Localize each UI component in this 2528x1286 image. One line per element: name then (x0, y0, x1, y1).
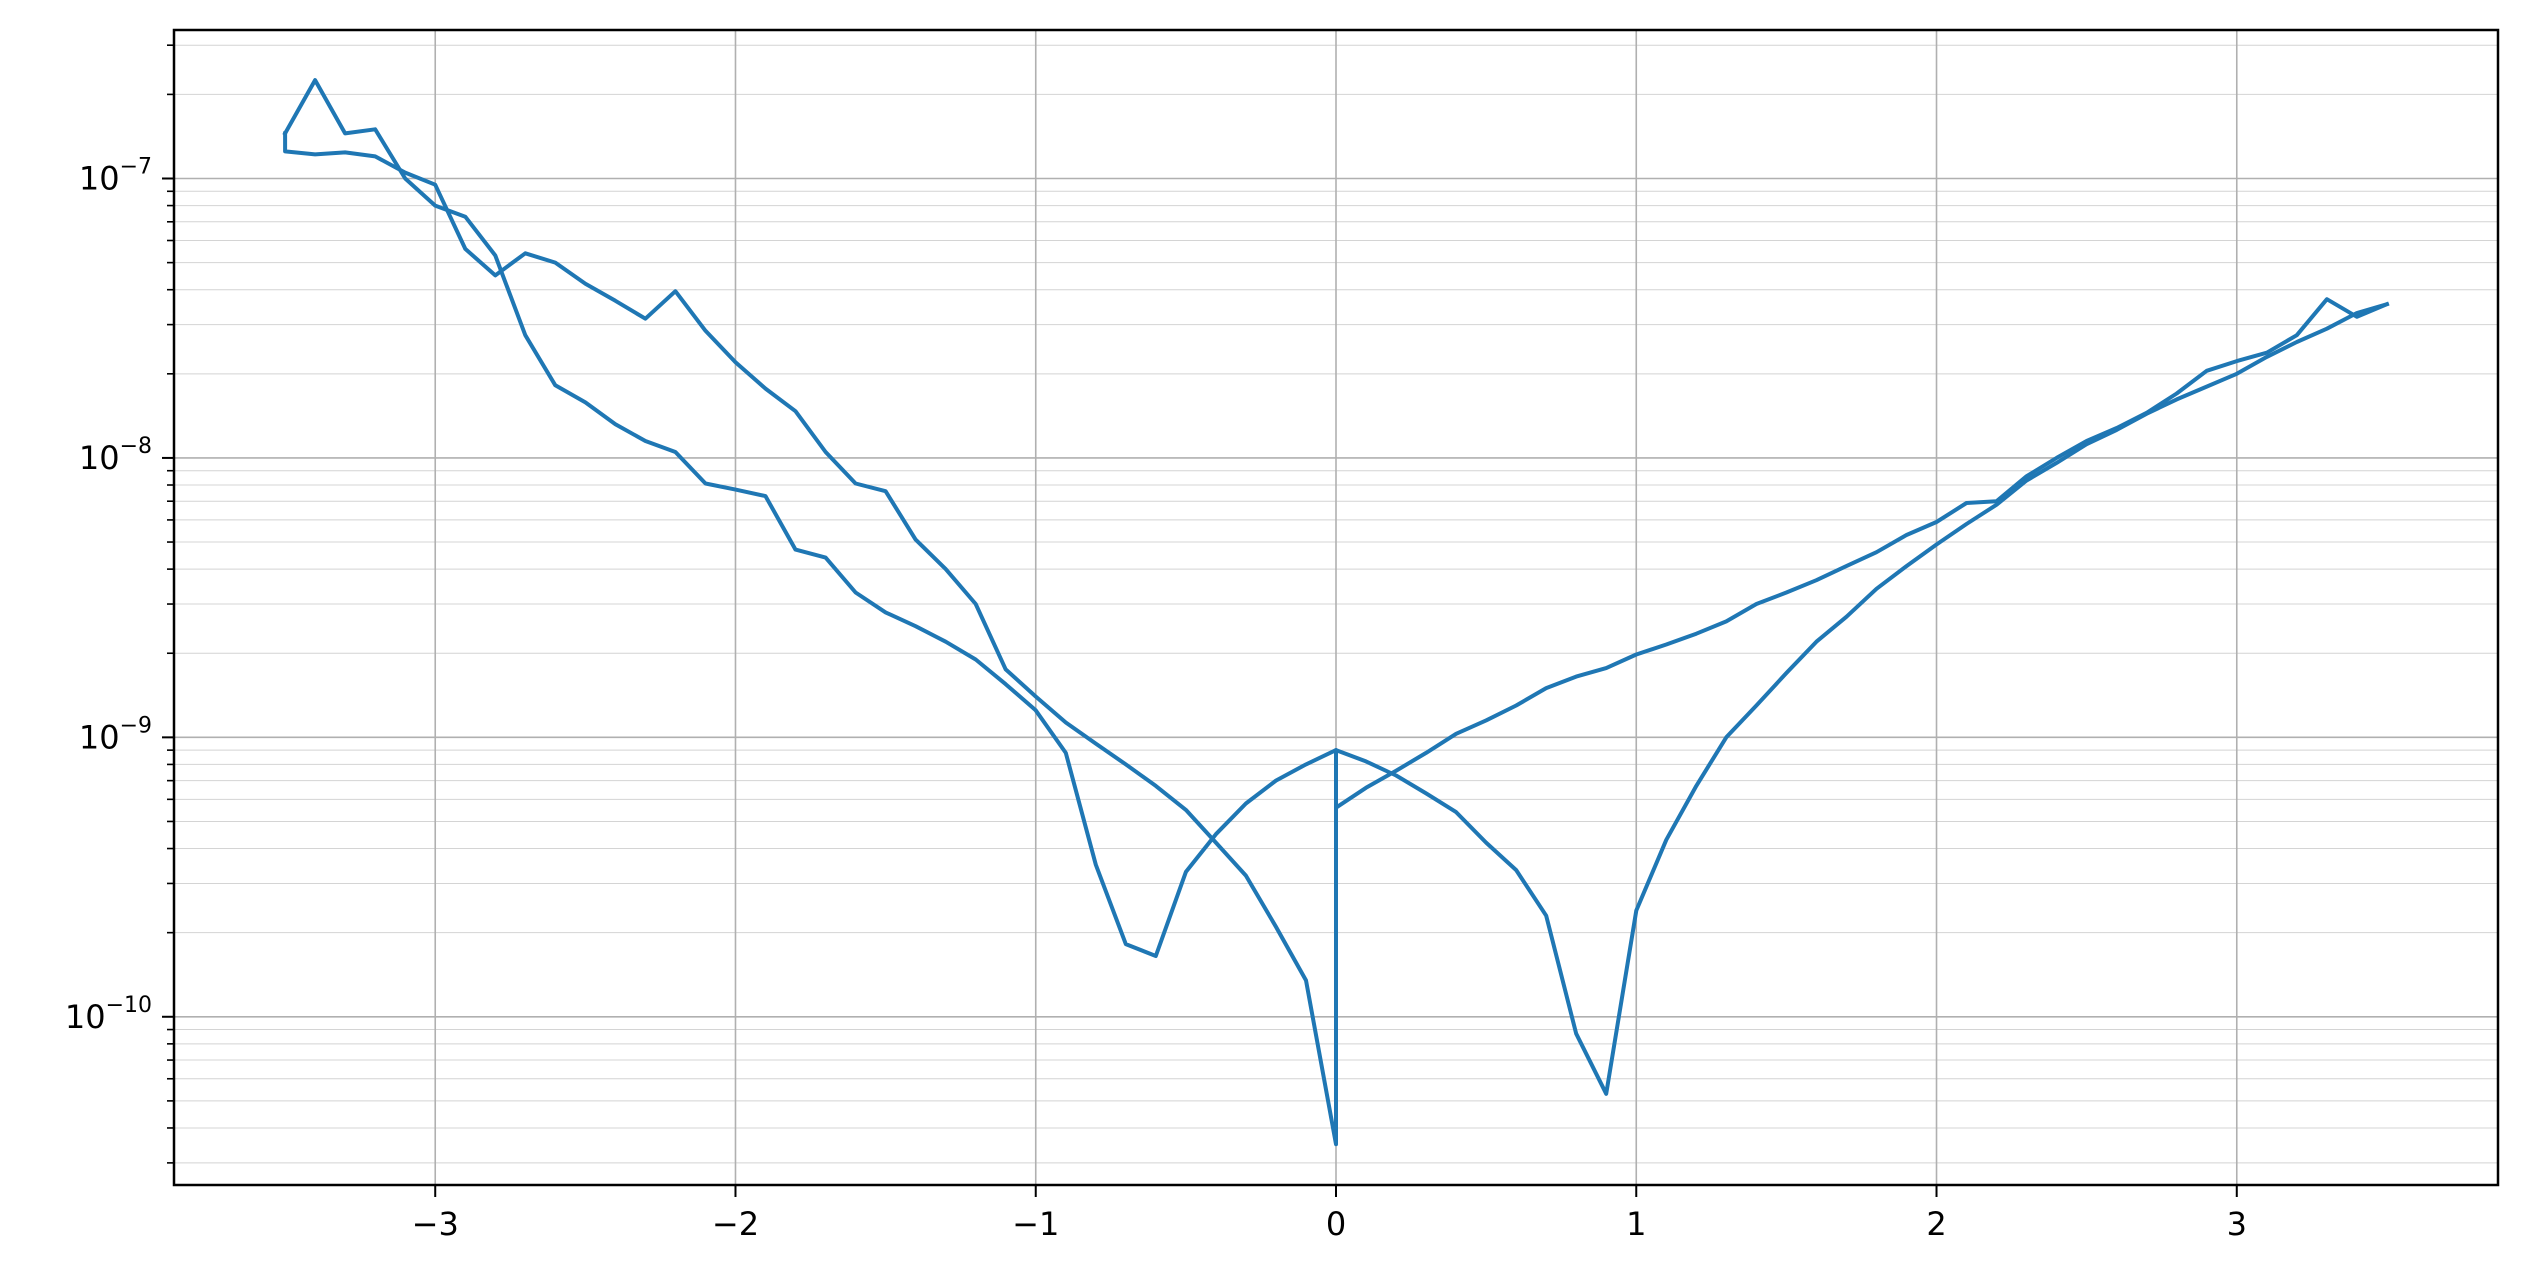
x-axis: −3 −2 −1 0 1 2 3 (412, 1185, 2247, 1243)
series-line-2 (283, 131, 2390, 1147)
x-tick-label: −2 (712, 1205, 759, 1243)
x-tick-label: −1 (1012, 1205, 1059, 1243)
y-tick-label: 10−9 (79, 713, 152, 756)
x-tick-label: 2 (1926, 1205, 1946, 1243)
x-tick-label: 0 (1326, 1205, 1346, 1243)
x-tick-label: 3 (2227, 1205, 2247, 1243)
x-tick-label: 1 (1626, 1205, 1646, 1243)
x-tick-label: −3 (412, 1205, 459, 1243)
y-tick-label: 10−7 (79, 155, 152, 198)
y-axis: 10−10 10−9 10−8 10−7 (65, 44, 174, 1164)
y-tick-label: 10−8 (79, 434, 152, 477)
series-layer (282, 78, 2390, 1147)
y-tick-label: 10−10 (65, 993, 152, 1036)
